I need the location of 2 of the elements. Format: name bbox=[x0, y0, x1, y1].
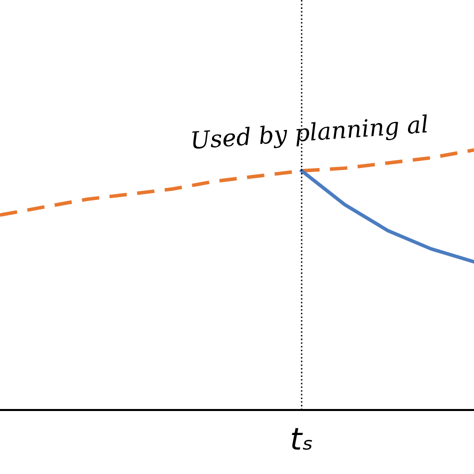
text: tₛ bbox=[292, 428, 312, 450]
text: Used by planning al bbox=[192, 114, 428, 154]
